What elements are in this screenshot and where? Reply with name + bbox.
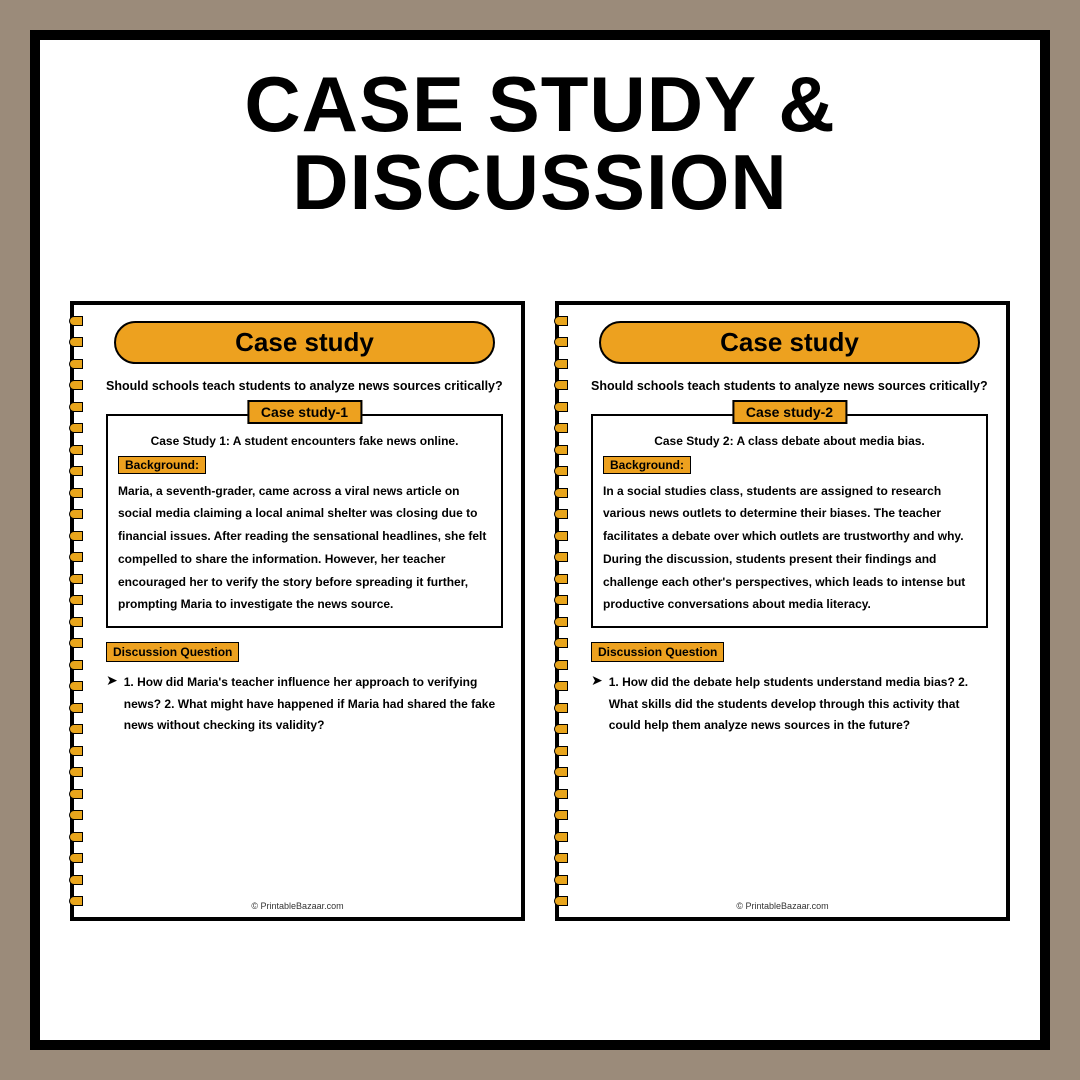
topic-question: Should schools teach students to analyze… bbox=[591, 378, 988, 396]
case-box: Case Study 1: A student encounters fake … bbox=[106, 414, 503, 629]
case-title: Case Study 2: A class debate about media… bbox=[603, 434, 976, 448]
background-label: Background: bbox=[603, 456, 691, 474]
footer-credit: © PrintableBazaar.com bbox=[74, 901, 521, 911]
case-box: Case Study 2: A class debate about media… bbox=[591, 414, 988, 629]
case-number-label: Case study-2 bbox=[732, 400, 847, 424]
background-label: Background: bbox=[118, 456, 206, 474]
topic-question: Should schools teach students to analyze… bbox=[106, 378, 503, 396]
case-box-wrap: Case study-1 Case Study 1: A student enc… bbox=[106, 414, 503, 629]
background-text: Maria, a seventh-grader, came across a v… bbox=[118, 480, 491, 617]
discussion-question-label: Discussion Question bbox=[591, 642, 724, 662]
bullet-arrow-icon: ➤ bbox=[106, 672, 118, 737]
spiral-binding bbox=[69, 310, 83, 912]
worksheet-page-1: Case study Should schools teach students… bbox=[70, 301, 525, 921]
footer-credit: © PrintableBazaar.com bbox=[559, 901, 1006, 911]
page-header-pill: Case study bbox=[114, 321, 495, 364]
discussion-question-row: ➤ 1. How did Maria's teacher influence h… bbox=[106, 672, 503, 737]
main-title: Case study & Discussion bbox=[70, 65, 1010, 221]
bullet-arrow-icon: ➤ bbox=[591, 672, 603, 737]
page-header-pill: Case study bbox=[599, 321, 980, 364]
discussion-question-text: 1. How did the debate help students unde… bbox=[609, 672, 988, 737]
case-box-wrap: Case study-2 Case Study 2: A class debat… bbox=[591, 414, 988, 629]
outer-frame: Case study & Discussion Case study Shoul… bbox=[30, 30, 1050, 1050]
worksheet-page-2: Case study Should schools teach students… bbox=[555, 301, 1010, 921]
discussion-question-text: 1. How did Maria's teacher influence her… bbox=[124, 672, 503, 737]
spiral-binding bbox=[554, 310, 568, 912]
case-number-label: Case study-1 bbox=[247, 400, 362, 424]
pages-row: Case study Should schools teach students… bbox=[70, 301, 1010, 921]
discussion-question-row: ➤ 1. How did the debate help students un… bbox=[591, 672, 988, 737]
discussion-question-label: Discussion Question bbox=[106, 642, 239, 662]
case-title: Case Study 1: A student encounters fake … bbox=[118, 434, 491, 448]
background-text: In a social studies class, students are … bbox=[603, 480, 976, 617]
